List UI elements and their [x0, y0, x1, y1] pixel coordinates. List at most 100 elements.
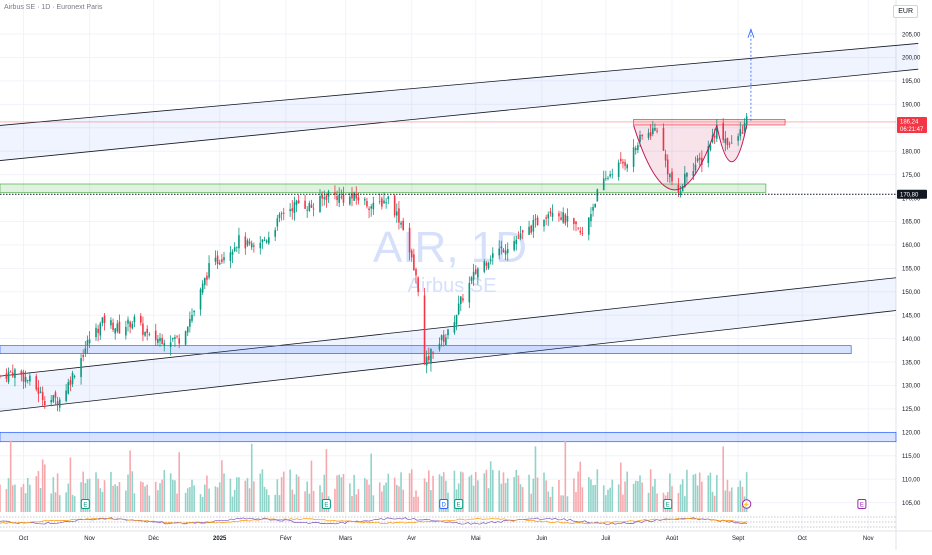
- candle-body: [737, 136, 739, 141]
- volume-bar: [140, 481, 142, 512]
- candle-body: [321, 195, 323, 199]
- candle-body: [637, 145, 639, 150]
- volume-bar: [502, 472, 505, 512]
- volume-bar: [485, 469, 488, 512]
- candle-body: [611, 174, 614, 176]
- currency-badge[interactable]: EUR: [893, 5, 918, 18]
- time-axis[interactable]: Oct Nov Déc 2025 Févr Mars Avr Mai Juin Juil Août S…: [19, 536, 874, 542]
- volume-bar: [588, 477, 590, 512]
- candle-body: [293, 202, 296, 213]
- candle-body: [425, 356, 428, 366]
- price-axis-label: 120,00: [902, 431, 921, 437]
- candle-body: [80, 358, 82, 378]
- candle-body: [157, 339, 159, 343]
- volume-bar: [468, 476, 471, 512]
- volume-bar: [547, 491, 550, 512]
- volume-bar: [56, 473, 59, 512]
- volume-bar: [323, 474, 326, 512]
- candle-body: [127, 319, 129, 324]
- candle-body: [562, 212, 564, 223]
- volume-bar: [626, 471, 628, 512]
- price-axis-label: 150,00: [902, 290, 921, 296]
- candle-body: [686, 172, 688, 177]
- candle-body: [351, 193, 353, 199]
- volume-bar: [118, 481, 121, 512]
- candle-body: [186, 326, 189, 333]
- candle-body: [447, 329, 449, 336]
- volume-bar: [84, 483, 87, 512]
- volume-bar: [566, 496, 569, 512]
- volume-bar: [637, 481, 639, 512]
- volume-bar: [438, 474, 441, 512]
- volume-bar: [415, 490, 417, 512]
- candle-body: [652, 128, 654, 134]
- candle-body: [577, 227, 579, 229]
- volume-bar: [701, 481, 703, 512]
- volume-bar: [425, 481, 428, 512]
- candle-body: [39, 391, 42, 394]
- candle-body: [402, 220, 404, 231]
- candle-body: [282, 212, 285, 214]
- time-axis-label: Oct: [797, 536, 807, 542]
- candle-body: [336, 196, 338, 201]
- candle-body: [131, 323, 134, 329]
- volume-bar: [244, 480, 247, 512]
- candle-body: [432, 352, 434, 354]
- candle-body: [154, 330, 157, 341]
- candle-body: [29, 375, 31, 382]
- volume-bar: [191, 479, 193, 512]
- candle-body: [430, 348, 432, 364]
- candle-body: [408, 227, 411, 253]
- volume-bar: [5, 489, 8, 512]
- candle-body: [308, 203, 311, 211]
- candle-body: [133, 316, 136, 323]
- volume-bar: [221, 460, 223, 512]
- volume-bar: [741, 486, 744, 512]
- candle-body: [694, 164, 697, 171]
- volume-bar: [71, 494, 74, 512]
- volume-bar: [44, 464, 46, 512]
- candle-body: [54, 392, 57, 398]
- volume-bar: [306, 481, 308, 512]
- candle-body: [297, 200, 300, 204]
- event-markers: E E D E E ⚡ E: [80, 499, 867, 509]
- candles: [0, 112, 748, 412]
- candle-body: [334, 192, 336, 195]
- volume-bar: [739, 480, 742, 512]
- candle-body: [679, 191, 682, 196]
- volume-bar: [381, 491, 383, 512]
- price-axis-label: 145,00: [902, 313, 921, 319]
- volume-bar: [677, 492, 680, 512]
- event-marker: [857, 499, 867, 509]
- watermark-symbol: AIR, 1D: [373, 223, 527, 272]
- volume-bar: [41, 459, 44, 512]
- volume-bar: [536, 477, 539, 512]
- candle-body: [410, 250, 413, 258]
- lower-channel-edge: [0, 277, 897, 377]
- volume-bar: [428, 470, 430, 512]
- event-marker: [663, 499, 673, 509]
- volume-bar: [517, 475, 520, 512]
- volume-bar: [174, 480, 176, 512]
- candle-body: [216, 255, 219, 265]
- candle-body: [519, 233, 522, 239]
- volume-bar: [745, 472, 748, 512]
- volume-bar: [364, 478, 366, 512]
- volume-bar: [319, 485, 321, 512]
- volume-bar: [387, 473, 390, 512]
- candle-body: [238, 235, 240, 249]
- candle-body: [67, 382, 70, 394]
- price-axis[interactable]: 105,00 110,00 115,00 120,00 125,00 130,00 135,…: [897, 32, 927, 507]
- price-axis-label: 125,00: [902, 407, 921, 413]
- last-price-tag: [897, 116, 927, 133]
- candle-body: [560, 217, 562, 220]
- candle-body: [692, 171, 695, 176]
- candle-body: [142, 323, 144, 335]
- candle-body: [634, 148, 637, 151]
- candle-body: [263, 239, 266, 241]
- candle-body: [73, 376, 76, 377]
- candle-body: [278, 214, 281, 219]
- volume-bar: [349, 483, 351, 512]
